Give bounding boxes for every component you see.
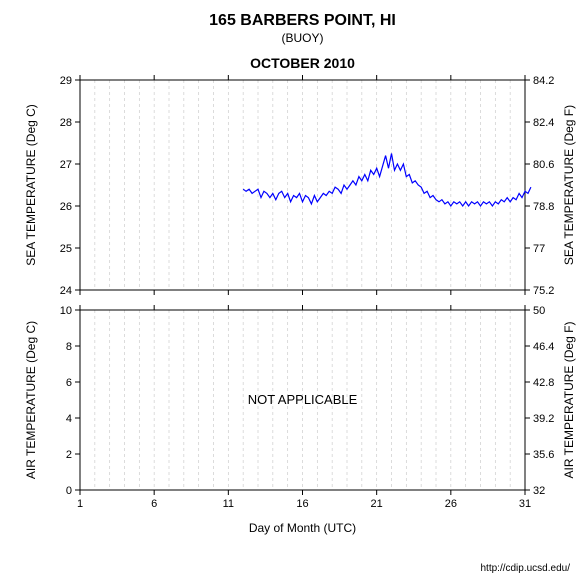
svg-text:2: 2 xyxy=(66,449,72,461)
svg-text:28: 28 xyxy=(60,117,72,129)
svg-text:39.2: 39.2 xyxy=(533,413,554,425)
svg-text:SEA TEMPERATURE (Deg C): SEA TEMPERATURE (Deg C) xyxy=(24,104,38,266)
svg-text:4: 4 xyxy=(66,413,72,425)
x-axis-label: Day of Month (UTC) xyxy=(249,521,356,535)
svg-text:AIR TEMPERATURE (Deg C): AIR TEMPERATURE (Deg C) xyxy=(24,321,38,479)
svg-text:25: 25 xyxy=(60,243,72,255)
subtitle: (BUOY) xyxy=(282,31,324,45)
chart-panel: 165 BARBERS POINT, HI (BUOY) OCTOBER 201… xyxy=(0,0,582,581)
svg-text:29: 29 xyxy=(60,75,72,87)
air-temperature-chart: 16111621263102468103235.639.242.846.450A… xyxy=(24,305,576,510)
svg-text:42.8: 42.8 xyxy=(533,377,554,389)
svg-text:1: 1 xyxy=(77,498,83,510)
svg-text:31: 31 xyxy=(519,498,531,510)
svg-text:46.4: 46.4 xyxy=(533,341,554,353)
svg-text:35.6: 35.6 xyxy=(533,449,554,461)
svg-text:6: 6 xyxy=(66,377,72,389)
month-title: OCTOBER 2010 xyxy=(250,55,355,71)
svg-text:77: 77 xyxy=(533,243,545,255)
svg-text:AIR TEMPERATURE (Deg F): AIR TEMPERATURE (Deg F) xyxy=(562,322,576,479)
svg-text:78.8: 78.8 xyxy=(533,201,554,213)
svg-text:32: 32 xyxy=(533,485,545,497)
svg-text:82.4: 82.4 xyxy=(533,117,554,129)
footer-url: http://cdip.ucsd.edu/ xyxy=(480,563,570,574)
svg-text:84.2: 84.2 xyxy=(533,75,554,87)
svg-text:27: 27 xyxy=(60,159,72,171)
svg-text:21: 21 xyxy=(371,498,383,510)
svg-text:SEA TEMPERATURE (Deg F): SEA TEMPERATURE (Deg F) xyxy=(562,105,576,265)
svg-text:11: 11 xyxy=(223,498,234,510)
svg-text:10: 10 xyxy=(60,305,72,317)
sea-temperature-chart: 24 25 26 27 28 29 75.2 77 78.8 80.6 82.4 84.2 SEA TE… xyxy=(24,75,576,297)
svg-text:50: 50 xyxy=(533,305,545,317)
svg-text:16: 16 xyxy=(296,498,308,510)
svg-text:26: 26 xyxy=(60,201,72,213)
svg-text:75.2: 75.2 xyxy=(533,285,554,297)
svg-text:NOT APPLICABLE: NOT APPLICABLE xyxy=(248,392,358,407)
svg-text:80.6: 80.6 xyxy=(533,159,554,171)
svg-text:26: 26 xyxy=(445,498,457,510)
svg-text:0: 0 xyxy=(66,485,72,497)
svg-text:24: 24 xyxy=(60,285,72,297)
svg-text:8: 8 xyxy=(66,341,72,353)
svg-text:6: 6 xyxy=(151,498,157,510)
main-title: 165 BARBERS POINT, HI xyxy=(209,12,396,29)
